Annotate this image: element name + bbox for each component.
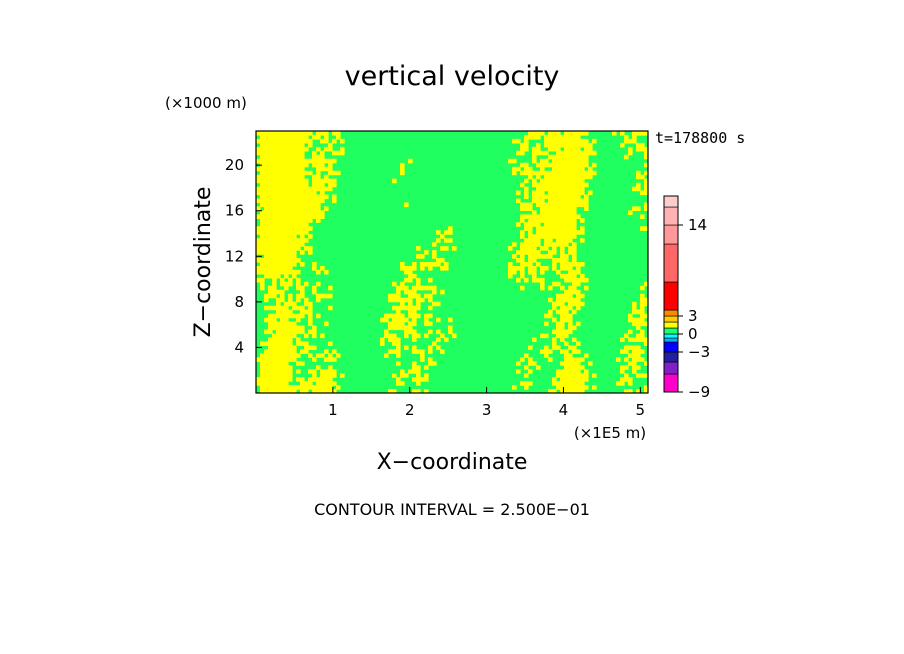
colorbar-segment bbox=[663, 309, 679, 317]
colorbar-segment bbox=[663, 224, 679, 245]
colorbar-segment bbox=[663, 341, 679, 353]
colorbar-segment bbox=[663, 351, 679, 363]
y-tick-label: 16 bbox=[225, 202, 244, 220]
y-tick-label: 4 bbox=[234, 338, 244, 356]
colorbar-tick-label: 14 bbox=[688, 216, 707, 234]
y-tick-label: 20 bbox=[225, 156, 244, 174]
time-label: t=178800 s bbox=[655, 129, 745, 147]
colorbar-tick-label: 0 bbox=[688, 325, 698, 343]
colorbar-segment bbox=[663, 243, 679, 283]
x-tick-label: 2 bbox=[405, 401, 415, 419]
y-axis: 4 8 12 16 20 bbox=[225, 156, 262, 356]
colorbar-frame bbox=[663, 195, 679, 393]
colorbar-segment bbox=[663, 315, 679, 323]
chart-title: vertical velocity bbox=[345, 61, 560, 92]
x-axis: 1 2 3 4 5 bbox=[328, 387, 645, 419]
velocity-field bbox=[256, 131, 648, 393]
colorbar-segment bbox=[663, 373, 679, 393]
y-tick-label: 8 bbox=[234, 293, 244, 311]
x-unit-label: (×1E5 m) bbox=[574, 424, 646, 442]
y-axis-label: Z−coordinate bbox=[191, 187, 216, 338]
colorbar-segment bbox=[663, 195, 679, 208]
y-unit-label: (×1000 m) bbox=[165, 94, 247, 112]
colorbar-segment bbox=[663, 206, 679, 226]
contour-interval-label: CONTOUR INTERVAL = 2.500E−01 bbox=[314, 500, 590, 519]
x-tick-label: 3 bbox=[482, 401, 492, 419]
x-tick-label: 1 bbox=[328, 401, 338, 419]
colorbar-segment bbox=[663, 321, 679, 329]
y-tick-label: 12 bbox=[225, 247, 244, 265]
colorbar-segment bbox=[663, 327, 679, 335]
colorbar-segment bbox=[663, 361, 679, 375]
x-axis-label: X−coordinate bbox=[377, 450, 528, 475]
colorbar-segment bbox=[663, 333, 679, 339]
updraft-field bbox=[256, 131, 648, 393]
colorbar-segment bbox=[663, 281, 679, 311]
colorbar: 14 30−3 −9 bbox=[663, 195, 710, 401]
plot-frame bbox=[255, 130, 649, 394]
colorbar-tick-label: 3 bbox=[688, 307, 698, 325]
colorbar-tick-label: −3 bbox=[688, 343, 710, 361]
x-tick-label: 5 bbox=[636, 401, 646, 419]
x-tick-label: 4 bbox=[559, 401, 569, 419]
colorbar-tick-label: −9 bbox=[688, 383, 710, 401]
colorbar-segment bbox=[663, 337, 679, 343]
